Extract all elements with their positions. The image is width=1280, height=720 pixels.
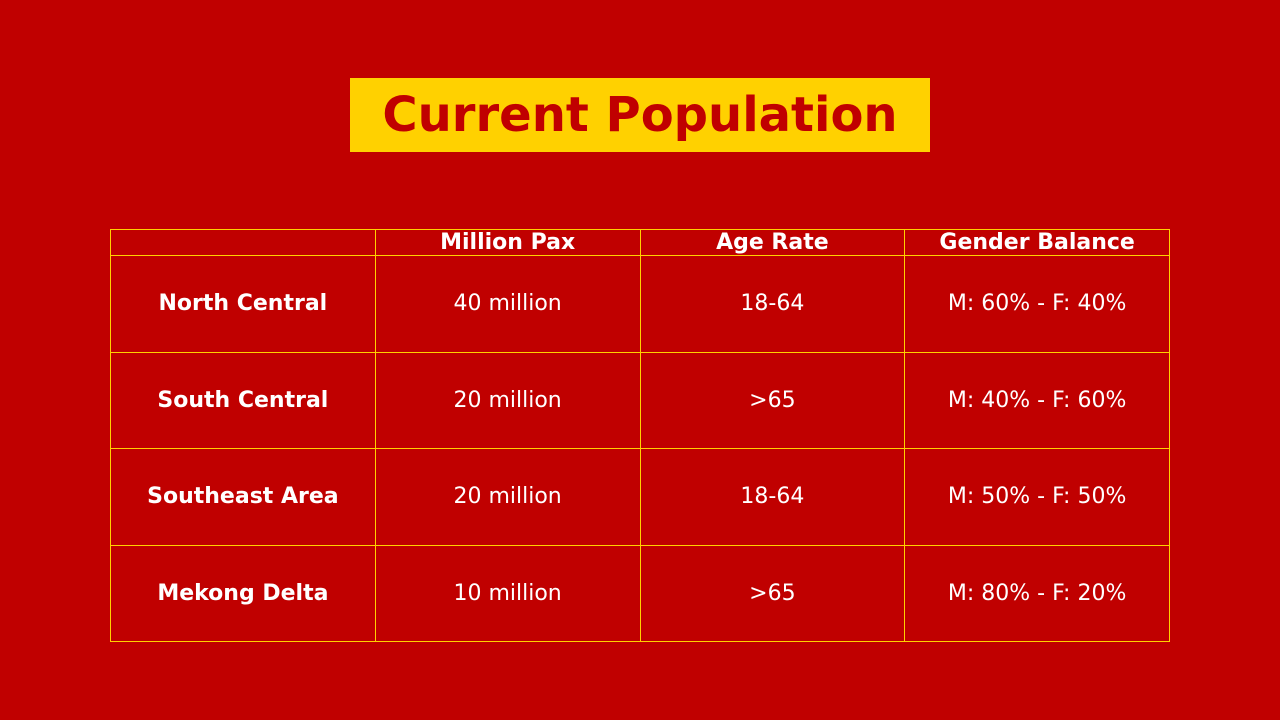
header-million-pax: Million Pax: [374, 229, 641, 256]
age-rate-cell: >65: [639, 544, 906, 642]
header-empty: [110, 229, 376, 256]
region-cell: North Central: [110, 255, 376, 353]
header-age-rate: Age Rate: [639, 229, 906, 256]
table-row: North Central 40 million 18-64 M: 60% - …: [110, 255, 1170, 353]
million-pax-cell: 20 million: [374, 351, 641, 449]
million-pax-cell: 10 million: [374, 544, 641, 642]
table-row: Southeast Area 20 million 18-64 M: 50% -…: [110, 448, 1170, 546]
million-pax-cell: 20 million: [374, 448, 641, 546]
header-gender-balance: Gender Balance: [904, 229, 1170, 256]
gender-balance-cell: M: 60% - F: 40%: [904, 255, 1170, 353]
age-rate-cell: 18-64: [639, 255, 906, 353]
region-cell: South Central: [110, 351, 376, 449]
region-cell: Mekong Delta: [110, 544, 376, 642]
region-cell: Southeast Area: [110, 448, 376, 546]
slide-title: Current Population: [382, 87, 898, 143]
title-banner: Current Population: [350, 78, 930, 152]
million-pax-cell: 40 million: [374, 255, 641, 353]
age-rate-cell: >65: [639, 351, 906, 449]
gender-balance-cell: M: 40% - F: 60%: [904, 351, 1170, 449]
table-row: South Central 20 million >65 M: 40% - F:…: [110, 351, 1170, 449]
table-header-row: Million Pax Age Rate Gender Balance: [110, 229, 1170, 256]
gender-balance-cell: M: 80% - F: 20%: [904, 544, 1170, 642]
population-table: Million Pax Age Rate Gender Balance Nort…: [110, 229, 1170, 642]
table-row: Mekong Delta 10 million >65 M: 80% - F: …: [110, 544, 1170, 642]
age-rate-cell: 18-64: [639, 448, 906, 546]
gender-balance-cell: M: 50% - F: 50%: [904, 448, 1170, 546]
